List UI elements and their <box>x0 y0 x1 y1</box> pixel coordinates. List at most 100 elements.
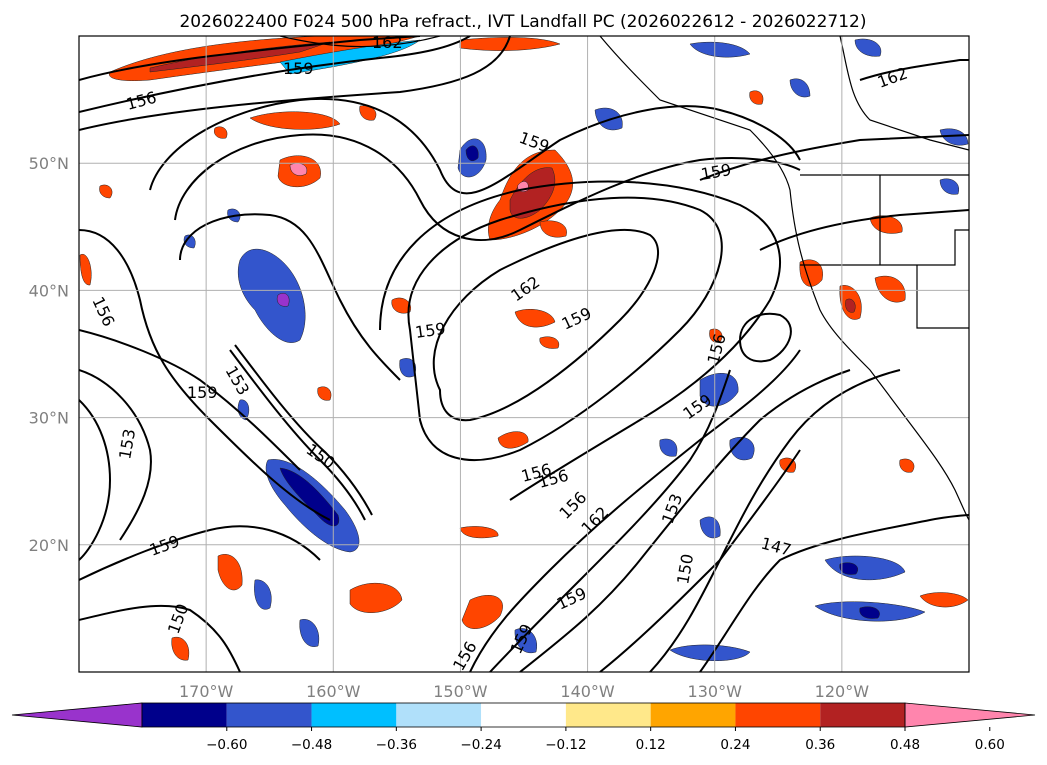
contour-ridge-mid <box>149 97 801 195</box>
contour-150-w-strand <box>229 349 366 521</box>
positive-anomaly-area <box>799 259 823 287</box>
positive-anomaly-area <box>749 90 764 105</box>
colorbar-tick-label: 0.36 <box>805 737 835 753</box>
positive-anomaly-area <box>459 526 499 539</box>
contour-label: 162 <box>372 33 403 52</box>
contour-159-ne <box>699 134 969 181</box>
negative-anomaly-area <box>859 606 880 619</box>
colorbar-extend-high <box>904 702 1036 728</box>
contour-159-west <box>79 329 301 471</box>
negative-anomaly-area <box>939 178 960 195</box>
colorbar-tick-label: 0.24 <box>720 737 750 753</box>
contour-label: 159 <box>414 319 447 342</box>
figure-title: 2026022400 F024 500 hPa refract., IVT La… <box>179 12 866 32</box>
contour-ridge-inner <box>174 133 801 241</box>
negative-anomaly-area <box>854 38 882 57</box>
positive-anomaly-area <box>214 126 228 139</box>
colorbar-bin <box>820 703 905 727</box>
positive-anomaly-area <box>845 298 856 313</box>
negative-anomaly-area <box>254 579 272 610</box>
positive-anomaly-area <box>99 184 113 199</box>
contour-150-sw <box>79 604 241 672</box>
positive-anomaly-area <box>249 111 341 130</box>
negative-anomaly-area <box>939 128 969 146</box>
contour-156-west <box>79 399 112 561</box>
positive-anomaly-area <box>171 636 190 661</box>
contour-156-south <box>469 349 801 672</box>
colorbar-tick-label: −0.12 <box>545 737 586 753</box>
positive-anomaly-area <box>509 167 556 219</box>
colorbar-bin <box>481 703 566 727</box>
colorbar-bin <box>226 703 312 727</box>
longitude-label: 160°W <box>306 682 361 701</box>
contour-156-ne <box>759 209 969 251</box>
colorbar-outline <box>141 702 906 728</box>
graticule <box>79 36 969 672</box>
alaska-coast <box>279 36 441 48</box>
contour-156-north <box>79 36 511 131</box>
longitude-label: 120°W <box>815 682 870 701</box>
colorbar-extend-low <box>11 702 143 728</box>
positive-anomaly-area <box>459 37 561 51</box>
positive-anomaly-area <box>874 275 906 303</box>
negative-anomaly-area <box>279 467 340 527</box>
negative-anomaly-area <box>689 41 751 58</box>
contour-label: 159 <box>187 383 218 402</box>
latitude-label: 50°N <box>29 154 69 173</box>
contour-label: 159 <box>283 59 314 78</box>
longitude-labels: 170°W 160°W 150°W 140°W 130°W 120°W <box>179 682 869 701</box>
negative-anomaly-area <box>399 358 416 378</box>
colorbar-tick-label: −0.24 <box>460 737 501 753</box>
contour-147 <box>699 514 969 672</box>
positive-anomaly-area <box>391 297 412 314</box>
colorbar-tick-label: −0.60 <box>206 737 247 753</box>
colorbar-tick-label: 0.48 <box>890 737 920 753</box>
north-america-coast <box>599 36 969 521</box>
refractivity-anomaly-fill <box>79 36 969 661</box>
contour-153-w-strand <box>234 344 373 516</box>
contour-159-north <box>79 36 471 113</box>
contour-150-east <box>649 369 901 672</box>
positive-anomaly-area <box>709 328 723 343</box>
positive-anomaly-area <box>497 431 529 449</box>
height-contours <box>79 36 969 672</box>
state-border <box>916 265 969 329</box>
positive-anomaly-area <box>79 253 92 286</box>
map-frame <box>78 35 970 673</box>
colorbar-tick-label: −0.36 <box>376 737 417 753</box>
colorbar-bin <box>565 703 651 727</box>
negative-anomaly-area <box>839 562 858 575</box>
longitude-label: 130°W <box>688 682 743 701</box>
positive-anomaly-area <box>514 309 556 328</box>
longitude-label: 150°W <box>433 682 488 701</box>
contour-159-central <box>407 196 723 461</box>
contour-trough-loop <box>179 213 401 381</box>
colorbar-bin <box>396 703 482 727</box>
negative-anomaly-area <box>237 249 306 343</box>
negative-anomaly-area <box>299 619 320 647</box>
negative-anomaly-area <box>659 438 678 457</box>
contour-159-south <box>489 369 731 672</box>
negative-anomaly-area <box>276 292 290 307</box>
latitude-label: 20°N <box>29 536 69 555</box>
colorbar-tick-label: −0.48 <box>291 737 332 753</box>
longitude-label: 170°W <box>179 682 234 701</box>
latitude-labels: 50°N 40°N 30°N 20°N <box>29 154 69 555</box>
contour-loop-162 <box>432 228 660 422</box>
colorbar-bin <box>311 703 397 727</box>
negative-anomaly-area <box>237 399 250 421</box>
colorbar-tick-label: 0.12 <box>636 737 666 753</box>
latitude-label: 40°N <box>29 281 69 300</box>
colorbar-bin <box>650 703 736 727</box>
state-border <box>800 229 969 266</box>
negative-anomaly-area <box>514 628 538 654</box>
coastlines <box>279 36 969 521</box>
map-panel: 162 159 156 159 162 159 159 156 162 159 … <box>79 33 969 672</box>
positive-anomaly-area <box>461 595 503 629</box>
contour-153-south <box>519 369 851 672</box>
positive-anomaly-area <box>919 592 969 608</box>
colorbar-bin <box>735 703 821 727</box>
negative-anomaly-area <box>465 145 479 161</box>
positive-anomaly-area <box>899 458 915 473</box>
